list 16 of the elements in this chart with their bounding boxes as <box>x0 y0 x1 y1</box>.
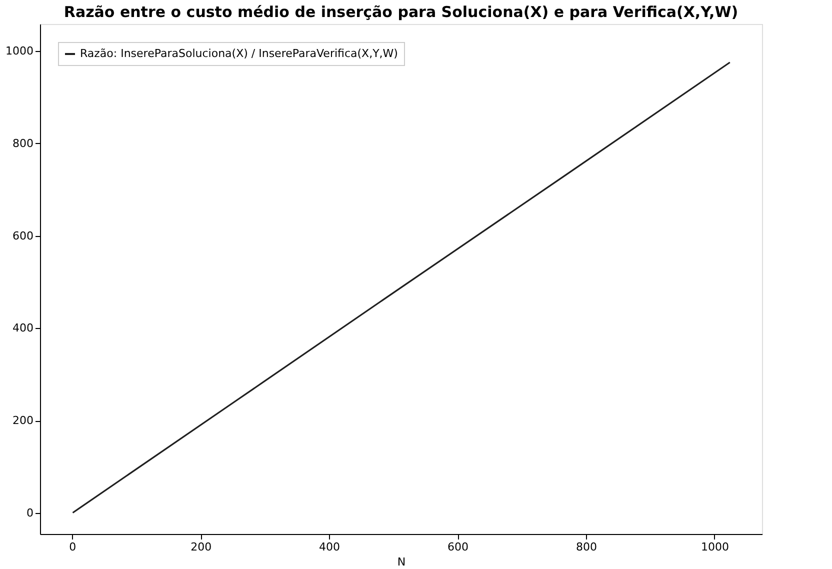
line-series <box>72 62 731 514</box>
y-tick-label: 1000 <box>6 44 34 58</box>
chart-title: Razão entre o custo médio de inserção para Soluciona(X) e para Verifica(X,Y,W) <box>64 3 738 21</box>
legend-label: Razão: InsereParaSoluciona(X) / InsereParaVerifica(X,Y,W) <box>80 47 398 60</box>
x-tick-label: 600 <box>448 540 469 554</box>
y-tick-label: 200 <box>12 414 34 428</box>
x-axis-title: N <box>397 556 406 568</box>
x-tick-label: 0 <box>69 540 76 554</box>
y-tick-label: 600 <box>12 229 34 242</box>
x-tick-label: 200 <box>190 540 212 554</box>
x-tick-label: 1000 <box>700 540 729 554</box>
y-tick-label: 400 <box>12 322 34 335</box>
y-tick-label: 0 <box>26 506 34 520</box>
y-tick-label: 800 <box>12 136 34 150</box>
x-tick-label: 800 <box>576 540 597 554</box>
x-tick-label: 400 <box>319 540 340 554</box>
